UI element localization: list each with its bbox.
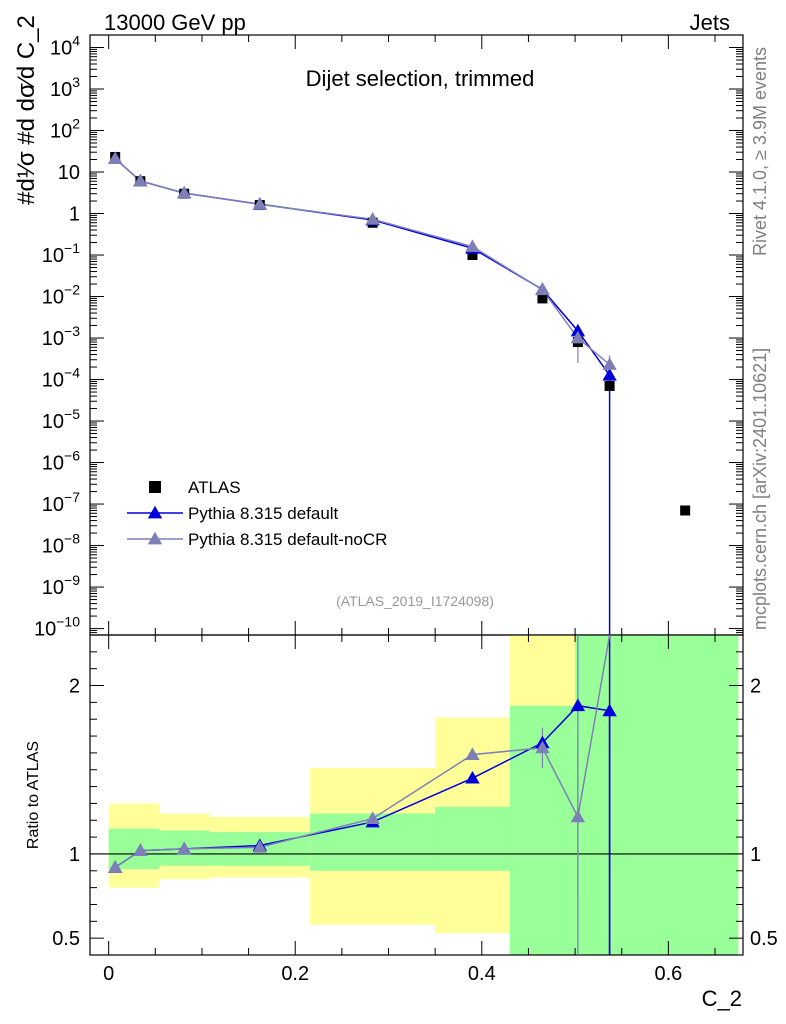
inner-band: [435, 806, 510, 871]
ratio-default-point: [570, 698, 586, 712]
y-tick-label: 103: [50, 74, 80, 101]
x-axis-label: C_2: [702, 986, 742, 1011]
pythia-nocr-point: [252, 197, 267, 210]
ratio-uncertainty-bands: [90, 635, 743, 955]
ratio-y-tick-label: 0.5: [52, 928, 80, 950]
legend: ATLAS Pythia 8.315 default Pythia 8.315 de…: [127, 478, 387, 549]
y-tick-label: 10−9: [42, 572, 80, 599]
pythia-nocr-point: [133, 173, 148, 187]
ratio-nocr-point: [570, 809, 586, 823]
pythia-nocr-point: [107, 151, 123, 165]
analysis-id: (ATLAS_2019_I1724098): [336, 593, 494, 609]
mcplots-reference-label: mcplots.cern.ch [arXiv:2401.10621]: [750, 347, 770, 630]
ratio-default-point: [602, 703, 617, 717]
legend-entry-label: ATLAS: [188, 478, 241, 497]
pythia-nocr-point: [177, 185, 192, 199]
ratio-y-tick-label-right: 1: [750, 844, 761, 866]
y-tick-label: 10−2: [42, 282, 80, 309]
x-tick-label: 0.4: [468, 963, 496, 985]
atlas-point: [537, 293, 548, 304]
ratio-nocr-point: [133, 843, 148, 856]
pythia-nocr-point: [365, 211, 380, 225]
y-tick-label: 10−8: [42, 531, 80, 558]
legend-entry-label: Pythia 8.315 default-noCR: [188, 530, 387, 549]
data-series: [107, 151, 691, 955]
atlas-point: [604, 380, 615, 391]
y-tick-label: 10−7: [42, 489, 80, 516]
axes-ticks: 10110−110−210−310−410−510−610−710−810−91…: [34, 32, 778, 985]
x-tick-label: 0: [103, 963, 114, 985]
y-tick-label: 102: [50, 116, 80, 143]
ratio-y-tick-label: 1: [69, 844, 80, 866]
pythia-default-point: [602, 368, 617, 381]
ratio-nocr-point: [177, 841, 192, 855]
pythia-nocr-line: [114, 158, 611, 366]
chart-title: Dijet selection, trimmed: [306, 66, 535, 91]
legend-default-marker: [147, 505, 163, 519]
pythia-default-line: [114, 158, 611, 635]
legend-atlas-marker: [149, 481, 161, 493]
y-tick-label: 10−6: [42, 448, 80, 475]
y-tick-label: 10−3: [42, 323, 80, 350]
y-tick-label: 10−5: [42, 406, 80, 433]
ratio-nocr-point: [535, 740, 550, 754]
ratio-y-tick-label-right: 0.5: [750, 928, 778, 950]
pythia-default-point: [570, 323, 586, 337]
ratio-plot-frame: [89, 634, 744, 956]
ratio-y-tick-label-right: 2: [750, 676, 761, 698]
header-category-label: Jets: [690, 10, 730, 35]
y-tick-label: 10−4: [42, 365, 80, 392]
ratio-nocr-point: [465, 747, 480, 760]
legend-entry-label: Pythia 8.315 default: [188, 504, 339, 523]
inner-band: [575, 635, 613, 955]
pythia-nocr-point: [465, 239, 480, 252]
y-axis-label: #d¹⁄σ #d dσ⁄d C_2: [13, 15, 40, 205]
x-tick-label: 0.2: [281, 963, 309, 985]
pythia-nocr-point: [602, 357, 617, 370]
y-tick-label: 10: [58, 162, 80, 184]
legend-nocr-marker: [147, 531, 163, 545]
y-tick-label: 10−1: [42, 240, 80, 267]
inner-band: [612, 635, 739, 955]
ratio-y-tick-label: 2: [69, 676, 80, 698]
atlas-point: [680, 505, 691, 516]
pythia-nocr-point: [535, 282, 550, 296]
rivet-version-label: Rivet 4.1.0, ≥ 3.9M events: [750, 47, 770, 256]
pythia-nocr-point: [570, 330, 586, 344]
ratio-default-point: [465, 770, 480, 784]
y-tick-label: 104: [50, 32, 80, 59]
ratio-nocr-point: [107, 860, 123, 873]
ratio-y-axis-label: Ratio to ATLAS: [25, 741, 42, 849]
atlas-point: [467, 250, 478, 261]
header-energy-label: 13000 GeV pp: [104, 10, 246, 35]
inner-band: [108, 828, 160, 870]
ratio-nocr-point: [252, 840, 267, 853]
y-tick-label: 1: [69, 204, 80, 226]
ratio-nocr-point: [365, 811, 380, 824]
y-tick-label: 10−10: [34, 614, 80, 641]
x-tick-label: 0.6: [654, 963, 682, 985]
